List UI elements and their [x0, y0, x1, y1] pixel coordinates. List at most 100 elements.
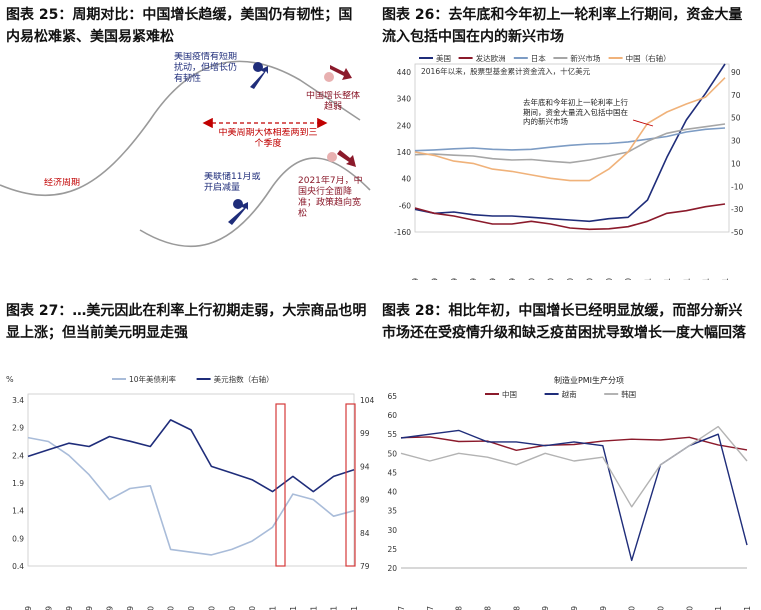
china-position-dot [233, 199, 243, 209]
fig26-x-tick-1: Mar-19 [430, 278, 439, 280]
fig26-legend-label-2: 日本 [531, 53, 546, 63]
fig26-x-tick-15: Jul-21 [702, 278, 711, 280]
series-line-4 [414, 77, 726, 182]
fig27-right-tick-2: 94 [360, 462, 370, 471]
fig27-left-tick-1: 2.9 [12, 424, 24, 433]
fig26-right-tick-3: 30 [731, 137, 741, 146]
fig26-left-tick-2: 240 [397, 121, 412, 130]
fig28-x-tick-5: Apr-19 [541, 606, 550, 610]
fig26-left-tick-5: -60 [399, 201, 411, 210]
china-down-arrow-icon [337, 150, 356, 167]
fig26-right-tick-0: 90 [731, 68, 741, 77]
fig27-x-tick-1: Mar-19 [44, 606, 53, 610]
fig26-legend-label-0: 美国 [436, 53, 451, 63]
series-line-0 [414, 63, 726, 223]
fig26-left-tick-3: 140 [397, 148, 412, 157]
us-cycle-curve [0, 60, 361, 197]
highlight-window-1 [275, 403, 286, 567]
fig26-right-tick-7: -50 [731, 228, 743, 237]
ann-cycle: 经济周期 [44, 178, 81, 188]
fig27-unit: % [6, 375, 14, 384]
fig27-x-tick-10: Sep-20 [228, 606, 237, 610]
fig26-x-tick-10: Sep-20 [605, 278, 614, 280]
fig26-x-tick-6: Jan-20 [527, 278, 536, 280]
fig26-x-tick-13: Mar-21 [663, 278, 672, 280]
fig27-x-tick-2: May-19 [65, 606, 74, 610]
fig28-left-tick-2: 55 [387, 430, 397, 439]
fig28-legend-label-1: 越南 [562, 389, 578, 399]
fig26-x-tick-4: Sep-19 [489, 278, 498, 280]
fig26-legend-label-4: 中国（右轴） [626, 53, 671, 63]
fig28-x-tick-2: Apr-18 [455, 606, 464, 610]
china-cycle-curve [139, 157, 371, 248]
highlight-window-2 [345, 403, 356, 567]
fig26-x-tick-12: Jan-21 [644, 278, 653, 280]
fig25-cycle-diagram: 美国疫情有短期扰动，但增长仍有韧性 中国增长整体趋弱 中美周期大体相差两到三个季… [0, 52, 371, 248]
series-line-1 [414, 203, 726, 231]
us-up-arrow-icon [250, 66, 268, 89]
fig26-right-tick-2: 50 [731, 114, 741, 123]
series-line-1 [27, 419, 355, 493]
fig26-annotation-box: 去年底和今年初上一轮利率上行期间，资金大量流入包括中国在内的新兴市场 [523, 98, 628, 126]
fig27-left-tick-0: 3.4 [12, 396, 24, 405]
fig28-x-tick-4: Dec-18 [512, 606, 521, 610]
fig26-x-tick-5: Nov-19 [508, 278, 517, 280]
fig27-x-tick-14: May-21 [309, 606, 318, 610]
fig27-x-tick-0: Jan-19 [24, 606, 33, 610]
fig27-x-tick-5: Nov-19 [126, 606, 135, 610]
fig25-title: 图表 25：周期对比：中国增长趋缓，美国仍有韧性；国内易松难紧、美国易紧难松 [6, 7, 353, 45]
fig27-legend-label-1: 美元指数（右轴） [214, 374, 274, 384]
fig26-annotation: 去年底和今年初上一轮利率上行期间，资金大量流入包括中国在内的新兴市场 [523, 98, 628, 126]
fig28-chart-title: 制造业PMI生产分项 [554, 375, 624, 385]
fig28-x-tick-0: Aug-17 [397, 606, 406, 610]
fig26-legend-label-3: 新兴市场 [570, 53, 600, 63]
fig27-left-tick-2: 2.4 [12, 451, 24, 460]
series-line-0 [400, 436, 748, 452]
fig28-legend-label-2: 韩国 [621, 389, 636, 399]
fig26-left-tick-1: 340 [397, 95, 412, 104]
fig27-right-tick-0: 104 [360, 396, 375, 405]
fig27-right-tick-4: 84 [360, 529, 370, 538]
fig28-legend-label-0: 中国 [502, 389, 517, 399]
fig27-x-tick-3: Jul-19 [85, 606, 94, 610]
fig28-left-tick-7: 30 [387, 526, 397, 535]
fig27-left-tick-5: 0.9 [12, 534, 24, 543]
fig26-x-tick-2: May-19 [450, 278, 459, 280]
fig27-x-tick-11: Nov-20 [248, 606, 257, 610]
fig28-left-tick-5: 40 [387, 488, 397, 497]
fig26-x-tick-7: Mar-20 [547, 278, 556, 280]
series-line-2 [400, 425, 748, 508]
fig26-x-tick-14: May-21 [682, 278, 691, 280]
plot-frame [27, 393, 355, 567]
fig28-left-tick-9: 20 [387, 564, 397, 573]
fig28-x-tick-8: Apr-20 [628, 606, 637, 610]
fig27-x-tick-16: Sep-21 [350, 606, 359, 610]
fig26-right-tick-1: 70 [731, 91, 741, 100]
fig28-title: 图表 28：相比年初，中国增长已经明显放缓，而部分新兴市场还在受疫情升级和缺乏疫… [382, 303, 746, 341]
fig28-left-tick-6: 35 [387, 507, 397, 516]
fig27-x-tick-12: Jan-21 [269, 606, 278, 610]
fig27-x-tick-6: Jan-20 [146, 606, 155, 610]
china-up-arrow-icon [228, 202, 248, 225]
fig28-x-tick-7: Dec-19 [599, 606, 608, 610]
fig28-x-tick-11: Apr-21 [714, 606, 723, 610]
fig28-x-tick-1: Dec-17 [426, 606, 435, 610]
series-line-3 [414, 123, 726, 164]
ann-china-adjust: 中国增长整体趋弱 [305, 91, 360, 112]
fig27-x-tick-13: Mar-21 [289, 606, 298, 610]
fig26-note: 2016年以来，股票型基金累计资金流入，十亿美元 [421, 66, 591, 76]
fig26-x-tick-0: Jan-19 [411, 278, 420, 280]
ann-pboc: 2021年7月，中国央行全面降准；政策趋向宽松 [298, 176, 363, 219]
fig27-x-tick-8: May-20 [187, 606, 196, 610]
fig27-chart: % 10年美债利率 美元指数（右轴） 3.4 2.9 2.4 1.9 1.4 0.9 0.4 104… [6, 374, 375, 610]
fig27-right-tick-3: 89 [360, 496, 370, 505]
fig26-title: 图表 26：去年底和今年初上一轮利率上行期间，资金大量流入包括中国在内的新兴市场 [382, 7, 743, 45]
fig26-annotation-pointer [632, 119, 654, 127]
series-line-2 [414, 127, 726, 152]
fig27-x-tick-9: Jul-20 [207, 606, 216, 610]
fig26-right-tick-4: 10 [731, 159, 741, 168]
fig27-legend-label-0: 10年美债利率 [129, 374, 177, 384]
fig26-left-tick-4: 40 [401, 175, 411, 184]
fig27-left-tick-3: 1.9 [12, 479, 24, 488]
